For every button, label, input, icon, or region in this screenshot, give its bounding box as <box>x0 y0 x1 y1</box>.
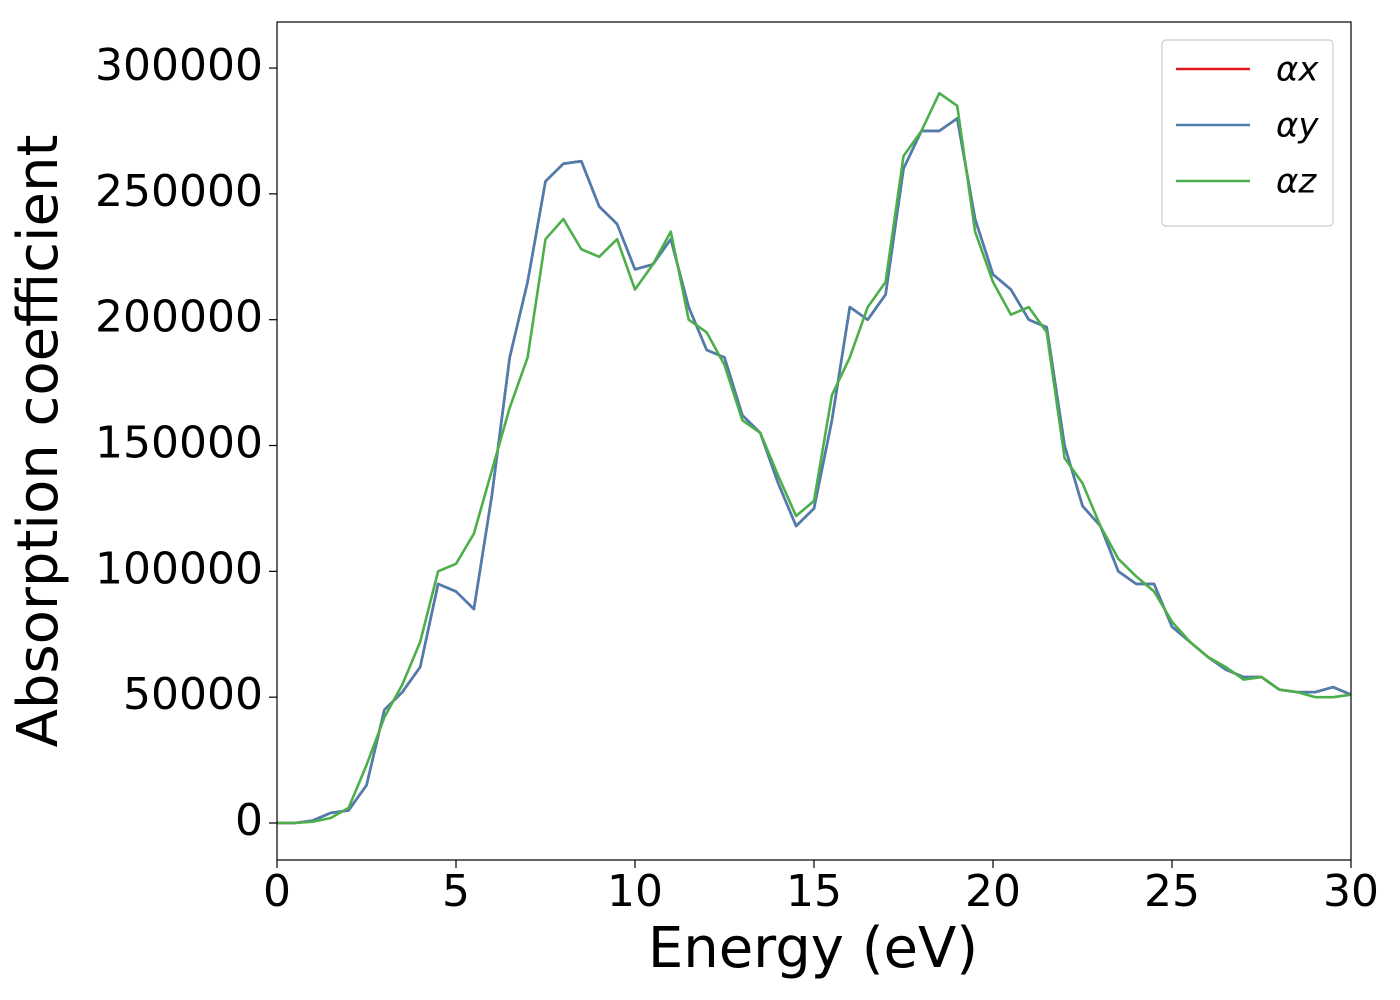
x-tick-label: 15 <box>786 866 842 917</box>
x-tick-label: 25 <box>1144 866 1200 917</box>
legend-box <box>1161 39 1334 227</box>
legend-label: αx <box>1276 50 1319 90</box>
x-tick-label: 30 <box>1323 866 1379 917</box>
y-tick-label: 0 <box>235 795 263 846</box>
y-tick-label: 150000 <box>95 418 263 469</box>
y-tick-label: 50000 <box>123 669 263 720</box>
y-axis-label: Absorption coefficient <box>6 135 71 748</box>
y-tick-label: 250000 <box>95 166 263 217</box>
legend-label: αy <box>1276 106 1319 146</box>
x-tick-label: 5 <box>442 866 470 917</box>
x-axis-label: Energy (eV) <box>648 916 978 981</box>
data-line <box>277 91 1351 825</box>
x-tick-label: 20 <box>965 866 1021 917</box>
data-line <box>277 117 1351 825</box>
y-tick-label: 100000 <box>95 543 263 594</box>
legend-label: αz <box>1276 162 1317 202</box>
plot-frame <box>276 21 1352 861</box>
x-tick-label: 10 <box>607 866 663 917</box>
x-tick-label: 0 <box>263 866 291 917</box>
y-tick-label: 300000 <box>95 40 263 91</box>
y-tick-label: 200000 <box>95 292 263 343</box>
